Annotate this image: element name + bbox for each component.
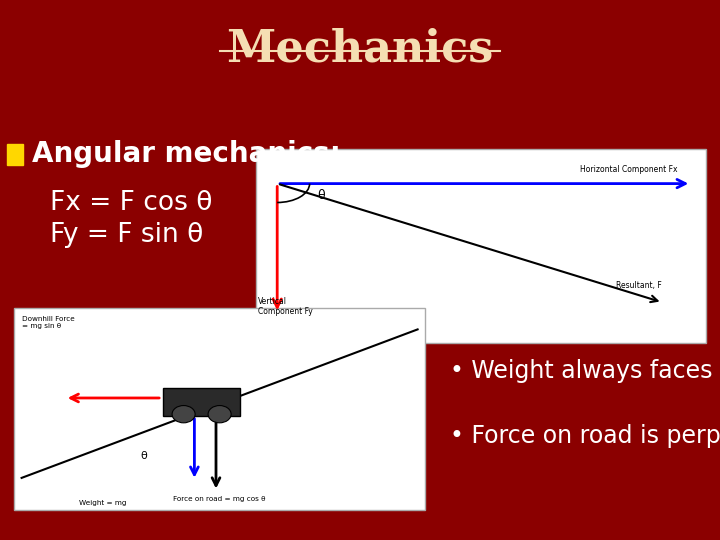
Circle shape	[172, 406, 195, 423]
Text: • Force on road is perpendicular to motion: • Force on road is perpendicular to moti…	[450, 424, 720, 448]
Circle shape	[208, 406, 231, 423]
FancyBboxPatch shape	[256, 148, 706, 343]
Text: Downhill Force
= mg sin θ: Downhill Force = mg sin θ	[22, 316, 74, 329]
Text: Angular mechanics:: Angular mechanics:	[32, 140, 341, 168]
Text: Resultant, F: Resultant, F	[616, 281, 662, 291]
Text: Force on road = mg cos θ: Force on road = mg cos θ	[173, 496, 265, 502]
FancyBboxPatch shape	[14, 308, 425, 510]
Text: Mechanics: Mechanics	[226, 27, 494, 70]
Text: Weight = mg: Weight = mg	[79, 500, 127, 506]
Text: • Weight always faces downwards: • Weight always faces downwards	[450, 359, 720, 383]
Bar	[7, 144, 23, 165]
Text: θ: θ	[317, 188, 325, 202]
Text: Horizontal Component Fx: Horizontal Component Fx	[580, 165, 677, 174]
Text: Fy = F sin θ: Fy = F sin θ	[50, 222, 204, 248]
Text: θ: θ	[140, 451, 147, 461]
Text: Vertical
Component Fy: Vertical Component Fy	[258, 297, 312, 316]
FancyBboxPatch shape	[163, 388, 240, 416]
Text: Fx = F cos θ: Fx = F cos θ	[50, 190, 213, 215]
